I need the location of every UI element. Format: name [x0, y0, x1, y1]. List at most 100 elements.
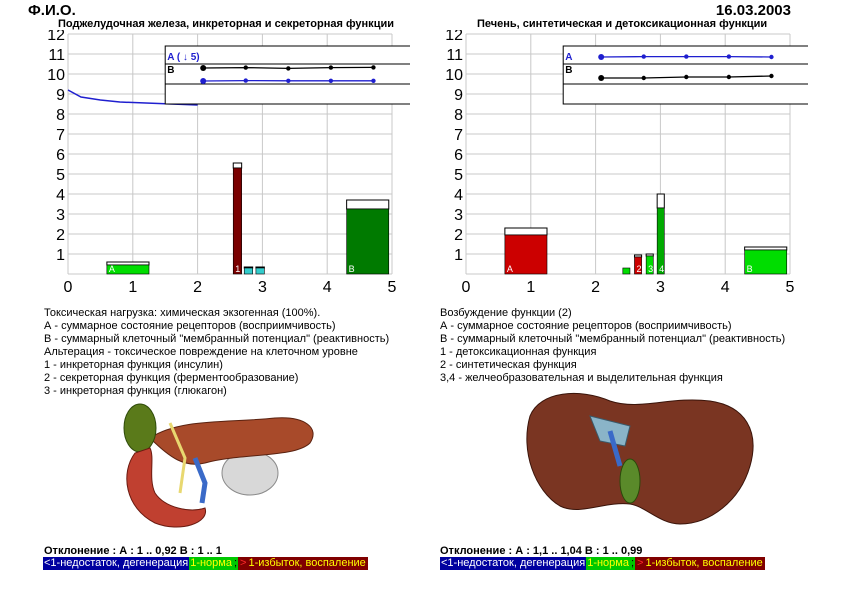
y-tick-label: 7	[56, 127, 65, 144]
y-tick-label: 3	[56, 207, 65, 224]
bar	[255, 267, 265, 275]
bar-outline	[744, 246, 788, 251]
right-desc-line: 2 - синтетическая функция	[440, 359, 577, 371]
left-description: Токсическая нагрузка: химическая экзоген…	[44, 307, 389, 398]
inset-point	[200, 78, 207, 84]
bar	[504, 234, 548, 275]
bar-label: 3	[648, 264, 653, 274]
inset-point	[684, 74, 689, 80]
inset-label-a: A	[565, 52, 572, 63]
y-tick-label: 8	[454, 107, 463, 124]
duodenum-shape	[126, 447, 206, 528]
y-tick-label: 9	[56, 87, 65, 104]
inset-point	[286, 78, 291, 83]
y-tick-label: 11	[48, 47, 65, 64]
portal-vein	[192, 457, 208, 504]
bar	[346, 208, 390, 275]
y-tick-label: 6	[56, 147, 65, 164]
y-tick-label: 1	[56, 247, 65, 264]
legend-norm: 1-норма	[189, 557, 233, 570]
pancreas-body	[149, 417, 314, 465]
inset-point	[726, 74, 732, 80]
y-tick-label: 4	[454, 187, 463, 204]
y-tick-label: 2	[454, 227, 463, 244]
right-desc-line: Возбуждение функции (2)	[440, 307, 572, 319]
inset-point	[769, 54, 774, 60]
left-desc-line: 3 - инкреторная функция (глюкагон)	[44, 385, 227, 397]
inset-point	[243, 65, 248, 70]
bar	[232, 167, 242, 275]
bar	[645, 255, 654, 275]
right-chart-title: Печень, синтетическая и детоксикационная…	[477, 18, 768, 30]
right-description: Возбуждение функции (2) А - суммарное со…	[440, 307, 785, 385]
right-desc-line: А - суммарное состояние рецепторов (восп…	[440, 320, 732, 332]
bar-label: B	[747, 264, 753, 274]
y-tick-label: 3	[454, 207, 463, 224]
y-tick-label: 4	[56, 187, 65, 204]
bar-label: 1	[235, 264, 240, 274]
y-tick-label: 1	[454, 247, 463, 264]
inset-point	[598, 75, 605, 81]
x-tick-label: 1	[128, 279, 137, 296]
x-tick-label: 2	[591, 279, 600, 296]
bar-label: B	[349, 264, 355, 274]
x-tick-label: 5	[786, 279, 795, 296]
left-desc-line: 1 - инкреторная функция (инсулин)	[44, 359, 223, 371]
bar-outline	[656, 193, 665, 209]
legend-norm: 1-норма	[586, 557, 630, 570]
legend-low: <1-недостаток, дегенерация	[440, 557, 587, 570]
bar	[634, 256, 642, 275]
y-tick-label: 8	[56, 107, 65, 124]
x-tick-label: 0	[64, 279, 73, 296]
legend-sep: ;	[629, 557, 636, 570]
y-tick-label: 10	[445, 67, 463, 84]
y-tick-label: 10	[47, 67, 65, 84]
left-legend: <1-недостаток, дегенерация 1-норма ; >1-…	[43, 557, 368, 570]
right-desc-line: 1 - детоксикационная функция	[440, 346, 597, 358]
inset-point	[200, 65, 207, 71]
inset-point	[769, 73, 774, 79]
x-tick-label: 3	[656, 279, 665, 296]
patient-name: Ф.И.О.	[28, 2, 76, 19]
left-desc-line: 2 - секреторная функция (ферментообразов…	[44, 372, 299, 384]
inset-point	[371, 65, 376, 70]
legend-sep: ;	[232, 557, 239, 570]
right-deviation: Отклонение : А : 1,1 .. 1,04 В : 1 .. 0,…	[440, 545, 643, 557]
inset-point	[641, 75, 646, 81]
bar-outline	[346, 199, 390, 210]
liver-illustration	[526, 392, 754, 525]
legend-high-text: 1-избыток, воспаление	[645, 557, 763, 569]
legend-high: >1-избыток, воспаление	[635, 557, 765, 570]
inset-box	[164, 45, 410, 105]
inset-point	[286, 66, 291, 71]
legend-low: <1-недостаток, дегенерация	[43, 557, 190, 570]
y-tick-label: 12	[47, 30, 65, 44]
inset-point	[726, 54, 732, 59]
x-tick-label: 5	[388, 279, 397, 296]
x-tick-label: 2	[193, 279, 202, 296]
y-tick-label: 5	[56, 167, 65, 184]
legend-high-symbol: >	[240, 557, 247, 569]
bar-label: A	[507, 264, 513, 274]
legend-high: >1-избыток, воспаление	[238, 557, 368, 570]
inset-point	[684, 54, 689, 59]
gallbladder-shape	[123, 403, 157, 453]
right-legend: <1-недостаток, дегенерация 1-норма ; >1-…	[440, 557, 765, 570]
right-desc-line: В - суммарный клеточный "мембранный поте…	[440, 333, 786, 345]
pancreas-illustration	[123, 403, 314, 528]
inset-point	[598, 54, 605, 60]
x-tick-label: 0	[462, 279, 471, 296]
liver-shape	[526, 392, 754, 525]
bar	[106, 264, 150, 275]
bar-outline	[504, 227, 548, 236]
bar-outline	[645, 253, 654, 257]
bar-outline	[232, 162, 243, 169]
bar	[243, 267, 253, 275]
y-tick-label: 5	[454, 167, 463, 184]
y-tick-label: 11	[446, 47, 463, 64]
bile-duct	[168, 422, 187, 494]
bar	[744, 249, 788, 275]
right-desc-line: 3,4 - желчеобразовательная и выделительн…	[440, 372, 723, 384]
